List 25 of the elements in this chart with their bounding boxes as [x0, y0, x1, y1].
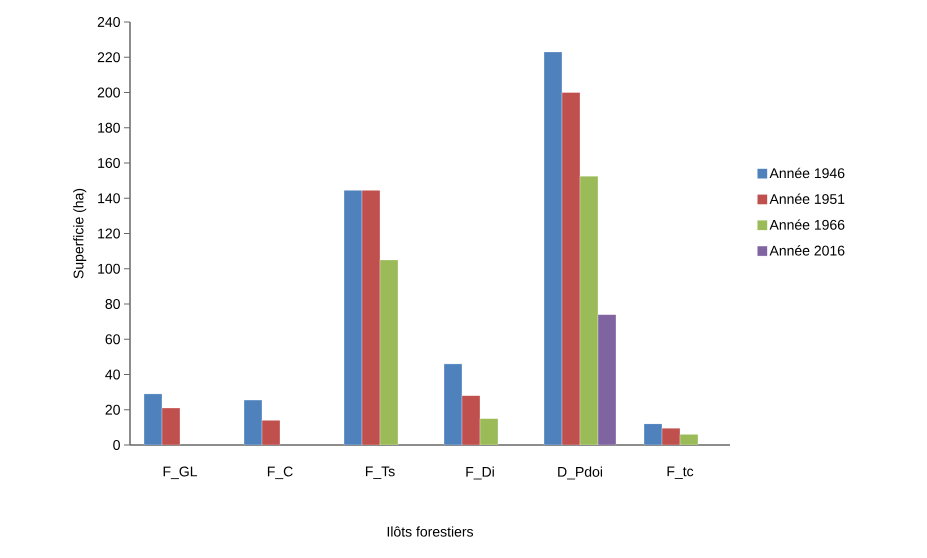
legend-label: Année 1946: [770, 168, 844, 178]
y-tick-label: 60: [106, 334, 120, 344]
x-tick-label: F_Ts: [366, 466, 395, 479]
y-tick-label: 140: [98, 193, 120, 204]
x-tick-label: D_Pdoi: [558, 466, 602, 480]
y-tick-label: 200: [98, 88, 120, 98]
x-tick-label: F_C: [268, 466, 293, 480]
legend-label: Année 1951: [770, 194, 844, 204]
y-tick-label: 220: [98, 52, 120, 62]
y-tick-label: 160: [98, 158, 120, 168]
y-tick-label: 40: [105, 370, 120, 380]
x-tick-label: F_tc: [668, 466, 694, 479]
x-tick-label: F_Di: [466, 466, 494, 480]
y-tick-label: 240: [98, 17, 120, 27]
y-tick-label: 80: [106, 299, 120, 309]
legend-label: Année 1966: [770, 219, 844, 230]
x-axis-title: Ilôts forestiers: [388, 526, 474, 537]
y-tick-label: 20: [106, 404, 120, 415]
y-tick-label: 100: [98, 264, 120, 274]
x-tick-label: F_GL: [164, 466, 198, 480]
y-tick-label: 180: [98, 122, 120, 133]
legend-label: Année 2016: [770, 245, 844, 256]
y-tick-label: 0: [113, 440, 120, 450]
y-tick-label: 120: [98, 228, 120, 238]
y-axis-title: Superficie (ha): [73, 188, 86, 278]
